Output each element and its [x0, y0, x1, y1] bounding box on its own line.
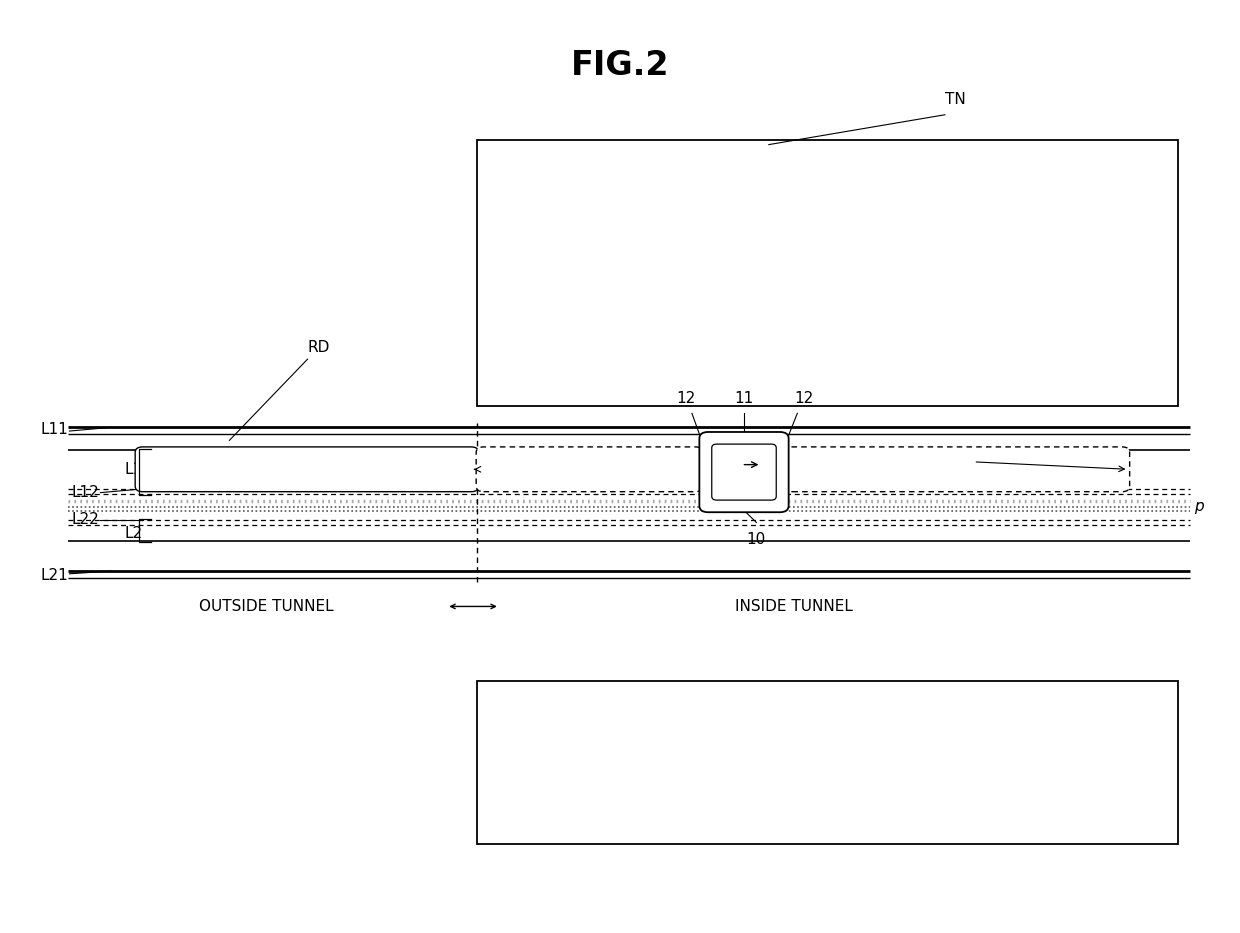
- Text: 12: 12: [676, 391, 696, 406]
- Bar: [477, 140, 1178, 406]
- Text: 12: 12: [794, 391, 813, 406]
- FancyBboxPatch shape: [135, 447, 479, 492]
- Text: L12: L12: [72, 485, 99, 500]
- Text: L21: L21: [41, 568, 68, 583]
- Text: LINE (BROKEN LINE): LINE (BROKEN LINE): [980, 462, 1120, 477]
- Text: SOLID LINE: SOLID LINE: [342, 462, 427, 477]
- FancyBboxPatch shape: [712, 444, 776, 500]
- Text: 10: 10: [746, 532, 766, 547]
- Text: INSIDE TUNNEL: INSIDE TUNNEL: [734, 599, 853, 614]
- Text: BLURRING OF WHITE: BLURRING OF WHITE: [980, 447, 1123, 462]
- Text: L2: L2: [124, 526, 143, 541]
- Text: p: p: [1194, 499, 1204, 514]
- Text: FIG.2: FIG.2: [570, 49, 670, 82]
- FancyBboxPatch shape: [699, 432, 789, 512]
- Text: 11: 11: [734, 391, 754, 406]
- Text: L1: L1: [124, 462, 143, 477]
- Text: L11: L11: [41, 422, 68, 437]
- Text: L22: L22: [72, 512, 99, 527]
- FancyBboxPatch shape: [785, 447, 1130, 492]
- Text: OUTSIDE TUNNEL: OUTSIDE TUNNEL: [200, 599, 334, 614]
- FancyBboxPatch shape: [476, 447, 703, 492]
- Text: RD: RD: [308, 340, 330, 355]
- Text: TN: TN: [945, 92, 966, 107]
- Bar: [477, 681, 1178, 844]
